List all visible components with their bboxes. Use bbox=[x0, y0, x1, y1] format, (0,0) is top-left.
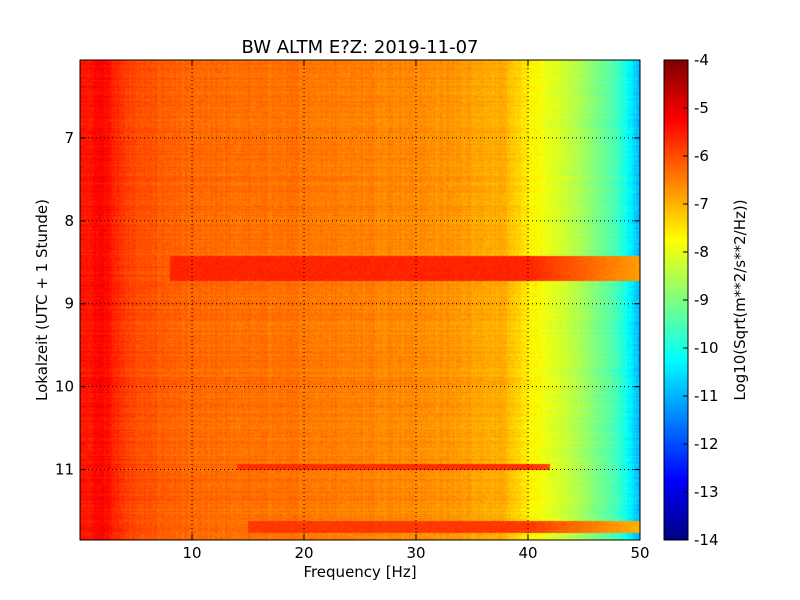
y-tick-label: 7 bbox=[64, 129, 74, 147]
y-axis-label: Lokalzeit (UTC + 1 Stunde) bbox=[33, 199, 51, 401]
colorbar-tick-label: -4 bbox=[694, 51, 709, 69]
y-axis: 7 8 9 10 11 bbox=[55, 129, 640, 479]
colorbar-tick-label: -14 bbox=[694, 531, 719, 549]
x-axis-label: Frequency [Hz] bbox=[303, 563, 416, 581]
colorbar-tick-label: -12 bbox=[694, 435, 719, 453]
colorbar-tick-label: -11 bbox=[694, 387, 719, 405]
colorbar-tick-label: -9 bbox=[694, 291, 709, 309]
colorbar-tick-label: -5 bbox=[694, 99, 709, 117]
colorbar-tick-label: -8 bbox=[694, 243, 709, 261]
colorbar-label: Log10(Sqrt(m**2/s**2/Hz)) bbox=[731, 199, 749, 400]
colorbar-tick-label: -6 bbox=[694, 147, 709, 165]
y-tick-label: 9 bbox=[64, 295, 74, 313]
x-axis: 10 20 30 40 50 bbox=[182, 60, 650, 562]
chart-title: BW ALTM E?Z: 2019-11-07 bbox=[242, 37, 479, 58]
y-tick-label: 10 bbox=[55, 378, 74, 396]
colorbar-ticks: -4 -5 -6 -7 -8 -9 -10 -11 -12 -13 -14 bbox=[683, 51, 719, 549]
x-tick-label: 30 bbox=[406, 544, 425, 562]
x-tick-label: 50 bbox=[630, 544, 649, 562]
colorbar-tick-label: -7 bbox=[694, 195, 709, 213]
y-tick-label: 11 bbox=[55, 461, 74, 479]
x-tick-label: 10 bbox=[182, 544, 201, 562]
spectrogram-heatmap bbox=[80, 60, 640, 540]
plot-frame bbox=[79, 59, 641, 541]
x-tick-label: 40 bbox=[518, 544, 537, 562]
plot-area: 10 20 30 40 50 7 8 9 10 11 bbox=[55, 59, 650, 562]
colorbar: -4 -5 -6 -7 -8 -9 -10 -11 -12 -13 -14 bbox=[663, 51, 719, 549]
grid-lines bbox=[80, 60, 640, 540]
x-tick-label: 20 bbox=[294, 544, 313, 562]
y-tick-label: 8 bbox=[64, 212, 74, 230]
colorbar-tick-label: -10 bbox=[694, 339, 719, 357]
colorbar-tick-label: -13 bbox=[694, 483, 719, 501]
